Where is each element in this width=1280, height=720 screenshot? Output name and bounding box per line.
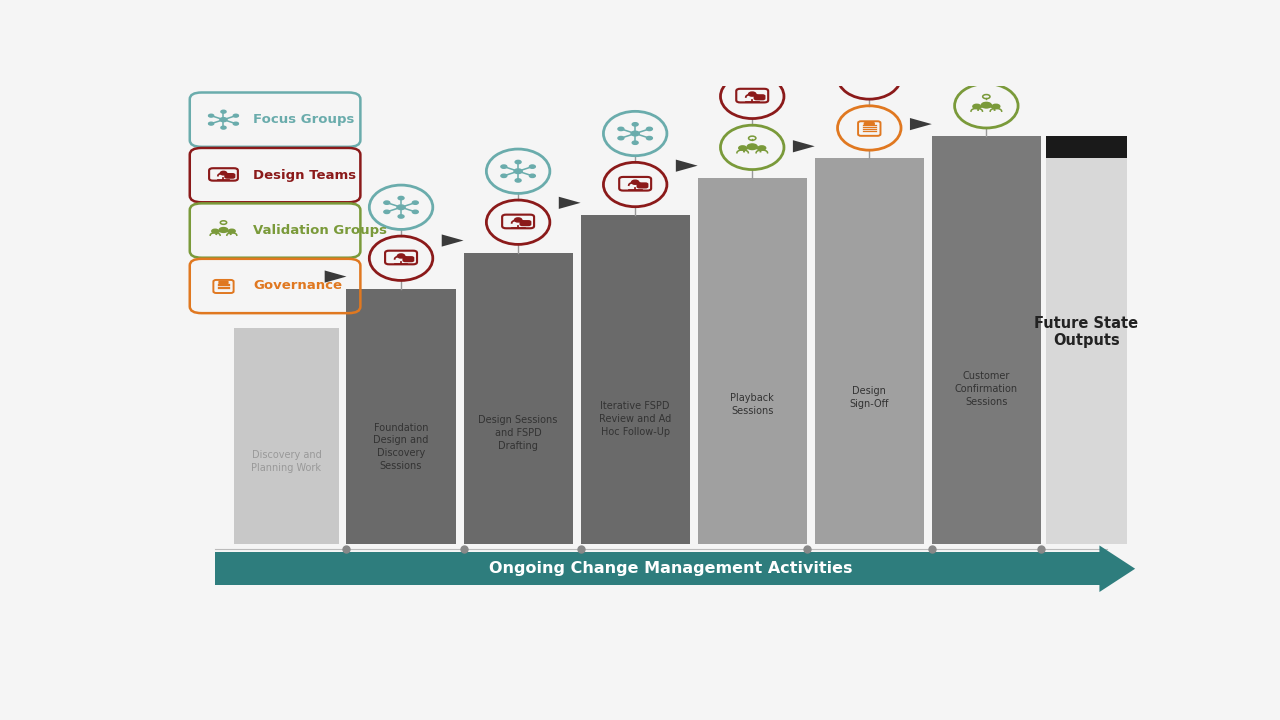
Text: Design Teams: Design Teams [253, 168, 356, 181]
FancyBboxPatch shape [402, 256, 415, 262]
Text: Customer
Confirmation
Sessions: Customer Confirmation Sessions [955, 371, 1018, 407]
Polygon shape [325, 271, 347, 283]
Circle shape [646, 127, 653, 130]
Circle shape [865, 73, 873, 77]
Circle shape [515, 218, 522, 222]
FancyBboxPatch shape [224, 173, 236, 179]
Text: Future State
Outputs: Future State Outputs [1034, 315, 1139, 348]
Circle shape [515, 179, 521, 182]
Circle shape [220, 117, 227, 122]
Circle shape [618, 127, 623, 130]
Circle shape [530, 165, 535, 168]
Text: Focus Groups: Focus Groups [253, 113, 355, 126]
Circle shape [982, 1, 991, 6]
Circle shape [992, 104, 1000, 109]
FancyBboxPatch shape [636, 182, 649, 189]
Circle shape [221, 110, 227, 113]
Circle shape [632, 122, 639, 126]
Bar [463, 253, 572, 544]
Bar [932, 136, 1041, 544]
Circle shape [500, 165, 507, 168]
Circle shape [500, 174, 507, 178]
Text: Iterative FSPD
Review and Ad
Hoc Follow-Up: Iterative FSPD Review and Ad Hoc Follow-… [599, 401, 671, 436]
Circle shape [969, 0, 975, 1]
Circle shape [997, 0, 1004, 1]
Circle shape [758, 146, 765, 150]
FancyBboxPatch shape [754, 94, 765, 100]
Circle shape [632, 141, 639, 145]
Circle shape [397, 205, 406, 210]
Circle shape [412, 210, 419, 214]
Circle shape [631, 131, 639, 136]
FancyBboxPatch shape [520, 220, 531, 226]
Circle shape [220, 171, 227, 175]
Bar [581, 215, 690, 544]
Circle shape [969, 6, 975, 10]
Circle shape [749, 35, 755, 38]
Circle shape [749, 92, 756, 96]
Circle shape [233, 114, 238, 117]
Circle shape [398, 215, 404, 218]
Circle shape [211, 229, 219, 233]
Circle shape [748, 144, 758, 150]
Bar [698, 178, 806, 544]
Text: Ongoing Change Management Activities: Ongoing Change Management Activities [489, 561, 852, 576]
Text: Foundation
Design and
Discovery
Sessions: Foundation Design and Discovery Sessions [374, 423, 429, 471]
Polygon shape [559, 197, 581, 209]
Polygon shape [442, 235, 463, 247]
Circle shape [983, 50, 989, 55]
Circle shape [739, 146, 746, 150]
FancyBboxPatch shape [988, 53, 1000, 59]
Text: Governance: Governance [253, 279, 342, 292]
Circle shape [735, 48, 741, 52]
Circle shape [209, 114, 214, 117]
Circle shape [618, 137, 623, 140]
Polygon shape [910, 118, 932, 130]
Circle shape [219, 228, 228, 233]
FancyBboxPatch shape [219, 281, 229, 284]
Circle shape [515, 161, 521, 163]
Polygon shape [1100, 546, 1135, 592]
Circle shape [749, 53, 755, 56]
Circle shape [973, 104, 980, 109]
Polygon shape [792, 140, 815, 153]
Bar [815, 158, 924, 544]
Circle shape [763, 39, 769, 42]
Text: Validation Groups: Validation Groups [253, 224, 388, 237]
Circle shape [763, 48, 769, 52]
FancyBboxPatch shape [870, 75, 882, 81]
Circle shape [631, 180, 639, 184]
Circle shape [646, 137, 653, 140]
Circle shape [983, 12, 989, 14]
Bar [215, 552, 1102, 585]
Text: Playback
Sessions: Playback Sessions [731, 393, 774, 416]
Bar [234, 328, 338, 544]
FancyBboxPatch shape [864, 122, 876, 126]
Circle shape [515, 169, 522, 174]
Circle shape [412, 201, 419, 204]
Text: Discovery and
Planning Work: Discovery and Planning Work [251, 450, 321, 473]
Circle shape [209, 122, 214, 125]
Circle shape [384, 210, 390, 214]
Circle shape [233, 122, 238, 125]
Text: Design Sessions
and FSPD
Drafting: Design Sessions and FSPD Drafting [479, 415, 558, 451]
Circle shape [982, 102, 992, 108]
Circle shape [228, 229, 236, 233]
Circle shape [397, 254, 404, 258]
Polygon shape [676, 160, 698, 172]
Circle shape [384, 201, 390, 204]
Text: Configure and
Prototype
Stage: Configure and Prototype Stage [950, 552, 1023, 585]
Bar [1046, 158, 1128, 544]
Text: Design
Sign-Off: Design Sign-Off [850, 386, 890, 409]
Circle shape [997, 6, 1004, 10]
Text: Architect Stage: Architect Stage [650, 552, 731, 562]
Circle shape [530, 174, 535, 178]
Bar [1046, 136, 1128, 158]
Bar [347, 289, 456, 544]
Circle shape [221, 126, 227, 129]
Circle shape [398, 197, 404, 199]
Circle shape [735, 39, 741, 42]
Text: Planning Stage: Planning Stage [362, 552, 440, 562]
Circle shape [748, 43, 756, 48]
